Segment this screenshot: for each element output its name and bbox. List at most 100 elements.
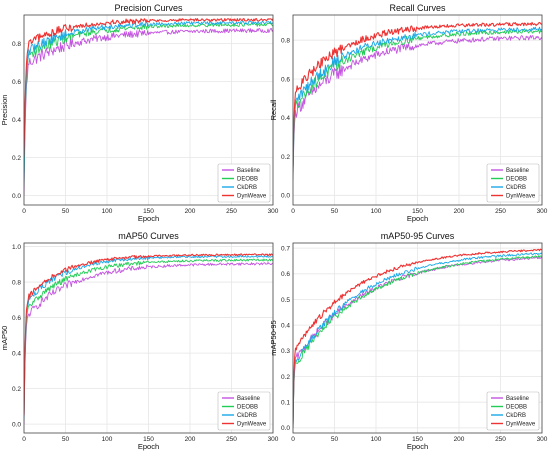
x-tick-label: 0 — [291, 208, 295, 215]
chart-title: mAP50 Curves — [118, 231, 179, 241]
legend: Baseline DEOBB CkDRB DynWeave — [217, 163, 271, 203]
x-tick-label: 300 — [268, 436, 279, 443]
series-line-ckdrb — [24, 20, 273, 177]
x-tick-label: 0 — [22, 436, 26, 443]
series-line-ckdrb — [293, 252, 542, 428]
y-tick-label: 0.1 — [281, 399, 290, 406]
y-tick-label: 0.0 — [12, 421, 21, 428]
plot-frame — [23, 242, 274, 434]
x-tick-label: 200 — [185, 208, 196, 215]
x-tick-label: 200 — [185, 436, 196, 443]
legend-entry: DynWeave — [506, 194, 536, 200]
series-line-deobb — [24, 258, 273, 421]
legend-entry: Baseline — [237, 396, 261, 402]
y-tick-label: 0.2 — [12, 386, 21, 393]
x-tick-label: 300 — [537, 208, 548, 215]
x-tick-label: 300 — [537, 436, 548, 443]
x-tick-label: 250 — [495, 208, 506, 215]
x-tick-label: 50 — [331, 208, 339, 215]
x-tick-label: 100 — [102, 436, 113, 443]
y-tick-label: 0.0 — [281, 425, 290, 432]
x-tick-label: 0 — [291, 436, 295, 443]
y-tick-label: 0.0 — [12, 193, 21, 200]
chart-panel-3: 0 50 100 150 200 250 300 0.0 0.2 0.4 0.6 0.8 1.0 mAP5… — [0, 231, 279, 451]
series-line-ckdrb — [24, 255, 273, 419]
y-tick-label: 0.2 — [281, 154, 290, 161]
series-line-dynweave — [24, 253, 273, 416]
x-axis-label: Epoch — [138, 214, 159, 223]
x-tick-label: 250 — [226, 208, 237, 215]
series-line-ckdrb — [293, 26, 542, 173]
y-tick-label: 0.4 — [12, 350, 21, 357]
plot-frame — [23, 14, 274, 206]
legend-box — [486, 391, 540, 431]
series-line-baseline — [293, 35, 542, 180]
y-axis-label: Precision — [0, 95, 9, 126]
x-axis-label: Epoch — [407, 214, 428, 223]
x-tick-label: 100 — [102, 208, 113, 215]
chart-title: Recall Curves — [389, 3, 446, 13]
x-axis-label: Epoch — [407, 442, 428, 451]
chart-title: Precision Curves — [114, 3, 183, 13]
x-tick-label: 150 — [143, 436, 154, 443]
x-tick-label: 100 — [371, 436, 382, 443]
plot-frame — [292, 242, 543, 434]
legend-entry: Baseline — [237, 168, 261, 174]
y-tick-label: 0.3 — [281, 348, 290, 355]
chart-panel-2: 0 50 100 150 200 250 300 0.0 0.2 0.4 0.6 0.8 Recall … — [269, 3, 548, 223]
legend: Baseline DEOBB CkDRB DynWeave — [486, 391, 540, 431]
x-tick-label: 150 — [412, 436, 423, 443]
y-tick-label: 0.7 — [281, 245, 290, 252]
y-tick-label: 0.8 — [12, 41, 21, 48]
y-tick-label: 0.4 — [281, 115, 290, 122]
y-tick-label: 0.4 — [281, 322, 290, 329]
series-line-dynweave — [293, 248, 542, 428]
y-tick-label: 0.2 — [281, 374, 290, 381]
y-tick-label: 0.4 — [12, 117, 21, 124]
y-tick-label: 0.6 — [281, 271, 290, 278]
x-tick-label: 250 — [226, 436, 237, 443]
x-tick-label: 150 — [412, 208, 423, 215]
x-axis-label: Epoch — [138, 442, 159, 451]
chart-panel-1: 0 50 100 150 200 250 300 0.0 0.2 0.4 0.6 0.8 Precisi… — [0, 3, 279, 223]
x-tick-label: 50 — [331, 436, 339, 443]
y-tick-label: 0.6 — [12, 79, 21, 86]
y-tick-label: 0.2 — [12, 155, 21, 162]
series-line-dynweave — [24, 18, 273, 158]
legend-entry: CkDRB — [237, 413, 257, 419]
plot-frame — [292, 14, 543, 206]
x-tick-label: 50 — [62, 436, 70, 443]
series-line-baseline — [24, 28, 273, 196]
series-line-baseline — [24, 261, 273, 425]
x-tick-label: 250 — [495, 436, 506, 443]
y-tick-label: 0.6 — [281, 76, 290, 83]
series-line-dynweave — [293, 21, 542, 167]
legend-entry: DEOBB — [506, 177, 527, 183]
x-tick-label: 100 — [371, 208, 382, 215]
legend-entry: DEOBB — [506, 405, 527, 411]
y-tick-label: 0.8 — [12, 279, 21, 286]
y-axis-label: mAP50 — [0, 326, 9, 351]
series-line-deobb — [293, 255, 542, 428]
x-tick-label: 200 — [454, 208, 465, 215]
x-tick-label: 200 — [454, 436, 465, 443]
chart-title: mAP50-95 Curves — [381, 231, 455, 241]
legend-entry: DynWeave — [237, 422, 267, 428]
y-tick-label: 0.6 — [12, 315, 21, 322]
y-axis-label: Recall — [269, 99, 278, 120]
legend-entry: DEOBB — [237, 405, 258, 411]
legend-entry: CkDRB — [506, 185, 526, 191]
legend-box — [217, 163, 271, 203]
series-line-deobb — [24, 22, 273, 187]
y-tick-label: 1.0 — [12, 244, 21, 251]
legend: Baseline DEOBB CkDRB DynWeave — [217, 391, 271, 431]
x-tick-label: 300 — [268, 208, 279, 215]
y-tick-label: 0.0 — [281, 193, 290, 200]
x-tick-label: 0 — [22, 208, 26, 215]
legend-entry: Baseline — [506, 396, 530, 402]
legend-box — [486, 163, 540, 203]
y-axis-label: mAP50-95 — [269, 320, 278, 355]
legend-entry: CkDRB — [506, 413, 526, 419]
x-tick-label: 50 — [62, 208, 70, 215]
